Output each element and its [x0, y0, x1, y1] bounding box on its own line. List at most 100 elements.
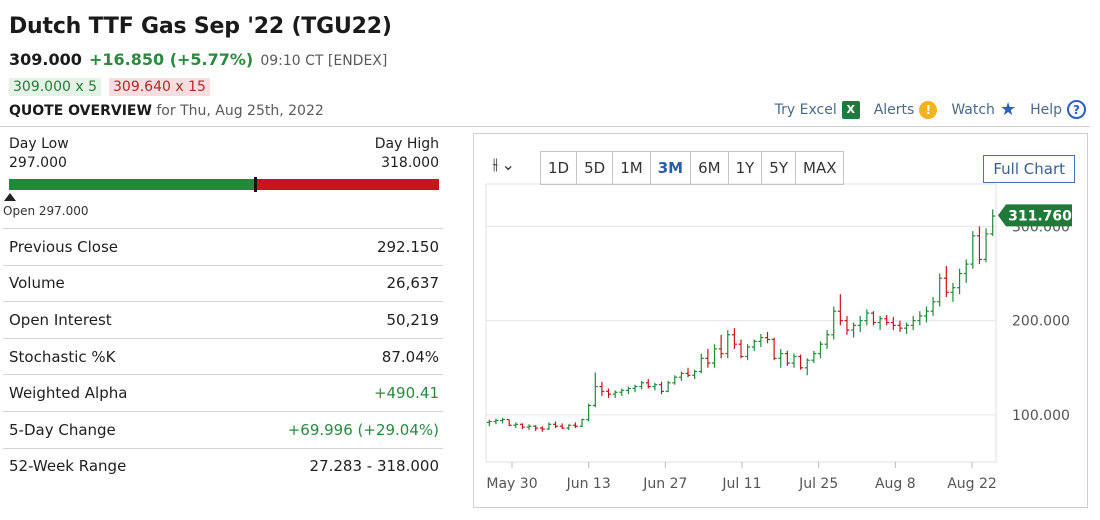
open-label: Open 297.000 [3, 204, 89, 218]
ohlc-bar [606, 388, 612, 398]
chart-type-selector[interactable]: ⫳ ⌄ [492, 154, 515, 174]
ohlc-bar [486, 419, 492, 427]
ohlc-bar [725, 330, 731, 359]
ohlc-bar [778, 348, 784, 368]
ohlc-bar [705, 348, 711, 368]
range-1y[interactable]: 1Y [729, 152, 763, 184]
ohlc-bar [851, 322, 857, 338]
stat-row: Previous Close 292.150 [3, 228, 443, 265]
help-button[interactable]: Help ? [1030, 100, 1086, 119]
alert-icon: ! [919, 100, 938, 119]
ohlc-bar [559, 423, 565, 430]
ohlc-bar [586, 403, 592, 422]
ohlc-bar [632, 384, 638, 393]
ohlc-bar [930, 297, 936, 316]
ohlc-bar [837, 294, 843, 326]
stat-row: Weighted Alpha +490.41 [3, 374, 443, 411]
ohlc-bar [804, 358, 810, 376]
ohlc-bar [910, 315, 916, 331]
day-low-label: Day Low [9, 136, 69, 152]
ohlc-bar [917, 311, 923, 326]
ohlc-bar [678, 371, 684, 381]
ohlc-bar [652, 382, 658, 391]
range-6m[interactable]: 6M [691, 152, 729, 184]
stat-value: +69.996 (+29.04%) [287, 420, 439, 439]
stat-value: 292.150 [376, 237, 439, 256]
range-bar-high-segment [254, 179, 439, 190]
ohlc-bar [553, 421, 559, 429]
x-tick-label: Jun 13 [566, 476, 611, 492]
ohlc-bar [890, 316, 896, 331]
stat-row: Volume 26,637 [3, 264, 443, 302]
range-5d[interactable]: 5D [577, 152, 614, 184]
stat-value: 26,637 [386, 274, 440, 293]
ohlc-bar [738, 339, 744, 359]
ohlc-bar [566, 424, 572, 430]
ohlc-bar [904, 322, 910, 334]
chart-panel: 100.000 200.000 300.000 May 30 Jun 13 Jun 27 J… [473, 133, 1088, 508]
range-max[interactable]: MAX [803, 159, 837, 177]
ohlc-bar [506, 418, 512, 427]
ohlc-bar [645, 379, 651, 389]
ohlc-bar [758, 333, 764, 348]
ohlc-bar [798, 354, 804, 370]
range-5y[interactable]: 5Y [762, 152, 796, 184]
try-excel-button[interactable]: Try Excel X [774, 100, 860, 119]
ohlc-bar [751, 339, 757, 351]
last-price: 309.000 [9, 50, 82, 69]
ohlc-bar [771, 337, 777, 361]
alerts-button[interactable]: Alerts ! [874, 100, 938, 119]
day-high-label: Day High [374, 136, 439, 152]
ohlc-bar [718, 334, 724, 359]
full-chart-button[interactable]: Full Chart [983, 155, 1075, 183]
ohlc-bar [963, 259, 969, 283]
last-price-label: 311.760 [1008, 208, 1072, 224]
x-tick-label: Aug 8 [875, 476, 916, 492]
ohlc-bar [526, 424, 532, 430]
x-tick-label: Jul 25 [798, 476, 838, 492]
ohlc-bar [976, 226, 982, 265]
ohlc-bar [764, 331, 770, 344]
ohlc-bar [731, 328, 737, 349]
ohlc-bar [599, 381, 605, 397]
current-price-marker [253, 177, 257, 192]
ohlc-bar [990, 209, 996, 236]
star-icon: ★ [999, 98, 1017, 120]
ohlc-type-icon: ⫳ [492, 154, 499, 173]
ohlc-bar [698, 353, 704, 374]
x-tick-label: Aug 22 [947, 476, 997, 492]
section-heading: QUOTE OVERVIEW for Thu, Aug 25th, 2022 [9, 103, 324, 119]
range-3m[interactable]: 3M [651, 152, 692, 184]
section-title: QUOTE OVERVIEW [9, 103, 152, 119]
ohlc-bar [513, 422, 519, 429]
y-tick-label: 200.000 [1012, 314, 1070, 330]
watch-button[interactable]: Watch ★ [951, 98, 1017, 120]
stat-row: Stochastic %K 87.04% [3, 337, 443, 375]
range-1m[interactable]: 1M [613, 152, 651, 184]
stat-row: Open Interest 50,219 [3, 301, 443, 338]
ohlc-bar [877, 315, 883, 331]
try-excel-label: Try Excel [774, 101, 837, 118]
ohlc-bar [539, 426, 545, 432]
stat-label: Weighted Alpha [9, 384, 128, 403]
chevron-down-icon: ⌄ [501, 154, 515, 174]
ohlc-bar [923, 306, 929, 323]
day-range-bar [9, 177, 439, 192]
ohlc-bar [817, 341, 823, 359]
price-change: +16.850 (+5.77%) [88, 50, 254, 69]
ohlc-bar [943, 265, 949, 298]
ohlc-bar [884, 314, 890, 326]
watch-label: Watch [951, 101, 995, 118]
ohlc-bar [957, 268, 963, 295]
range-1d[interactable]: 1D [541, 152, 578, 184]
ohlc-bar [672, 375, 678, 385]
stat-label: 5-Day Change [9, 420, 116, 439]
ohlc-bar [692, 369, 698, 380]
ohlc-bar [639, 380, 645, 390]
ohlc-bar [864, 309, 870, 326]
ohlc-bar [500, 417, 506, 424]
x-tick-label: Jul 11 [721, 476, 761, 492]
y-tick-label: 100.000 [1012, 408, 1070, 424]
page-title: Dutch TTF Gas Sep '22 (TGU22) [9, 14, 392, 39]
